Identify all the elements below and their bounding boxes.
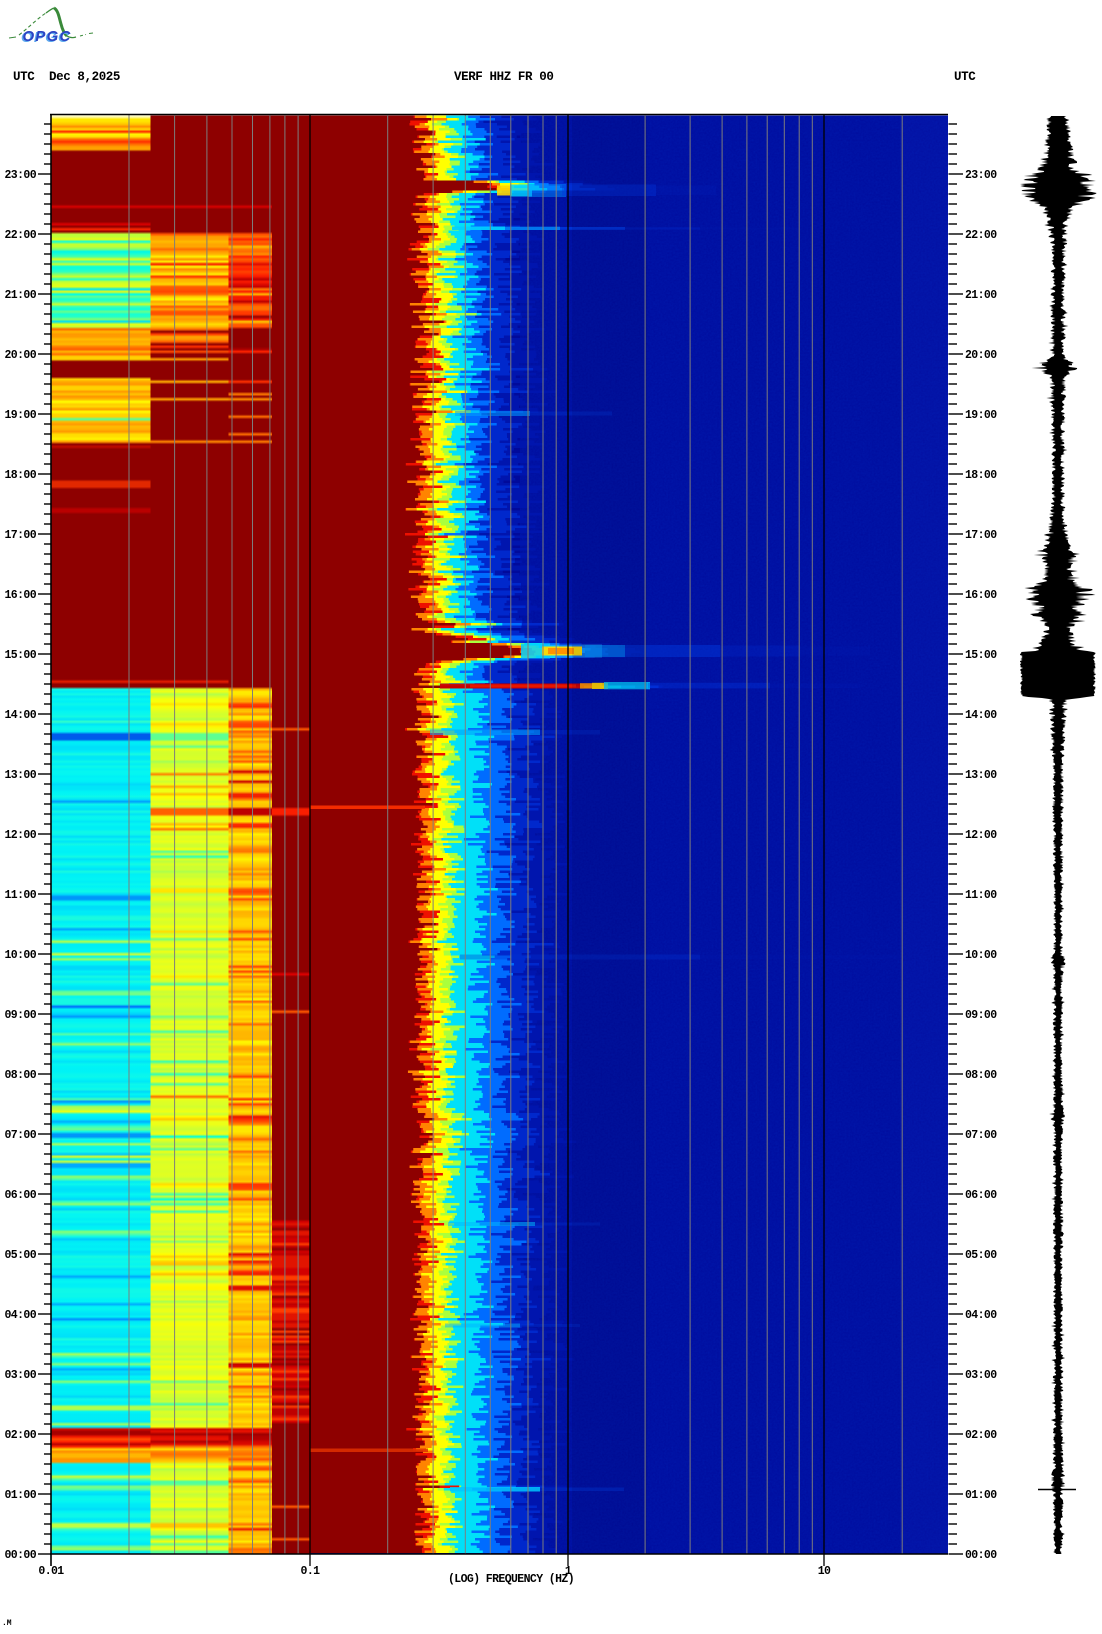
svg-text:04:00: 04:00 xyxy=(965,1309,997,1322)
svg-text:01:00: 01:00 xyxy=(965,1489,997,1502)
svg-text:10:00: 10:00 xyxy=(4,949,36,962)
svg-text:17:00: 17:00 xyxy=(4,529,36,542)
svg-text:00:00: 00:00 xyxy=(4,1549,36,1562)
svg-text:05:00: 05:00 xyxy=(4,1249,36,1262)
svg-text:14:00: 14:00 xyxy=(965,709,997,722)
svg-text:17:00: 17:00 xyxy=(965,529,997,542)
svg-text:19:00: 19:00 xyxy=(4,409,36,422)
svg-text:15:00: 15:00 xyxy=(4,649,36,662)
svg-text:12:00: 12:00 xyxy=(965,829,997,842)
svg-text:19:00: 19:00 xyxy=(965,409,997,422)
svg-text:0.01: 0.01 xyxy=(38,1565,64,1578)
svg-text:18:00: 18:00 xyxy=(965,469,997,482)
svg-text:06:00: 06:00 xyxy=(4,1189,36,1202)
svg-text:Dec 8,2025: Dec 8,2025 xyxy=(49,70,120,84)
svg-text:VERF HHZ FR 00: VERF HHZ FR 00 xyxy=(454,70,553,84)
svg-text:11:00: 11:00 xyxy=(965,889,997,902)
svg-text:10:00: 10:00 xyxy=(965,949,997,962)
svg-text:08:00: 08:00 xyxy=(4,1069,36,1082)
svg-text:OPGC: OPGC xyxy=(21,29,70,46)
svg-text:09:00: 09:00 xyxy=(4,1009,36,1022)
svg-text:22:00: 22:00 xyxy=(965,229,997,242)
svg-text:16:00: 16:00 xyxy=(965,589,997,602)
svg-text:UTC: UTC xyxy=(13,70,35,84)
svg-text:20:00: 20:00 xyxy=(4,349,36,362)
svg-text:08:00: 08:00 xyxy=(965,1069,997,1082)
svg-text:0.1: 0.1 xyxy=(301,1565,321,1578)
svg-text:12:00: 12:00 xyxy=(4,829,36,842)
svg-text:00:00: 00:00 xyxy=(965,1549,997,1562)
svg-text:20:00: 20:00 xyxy=(965,349,997,362)
svg-text:22:00: 22:00 xyxy=(4,229,36,242)
svg-text:OPGC: OPGC xyxy=(23,28,72,45)
svg-text:03:00: 03:00 xyxy=(4,1369,36,1382)
svg-text:06:00: 06:00 xyxy=(965,1189,997,1202)
svg-text:16:00: 16:00 xyxy=(4,589,36,602)
svg-text:11:00: 11:00 xyxy=(4,889,36,902)
svg-text:23:00: 23:00 xyxy=(965,169,997,182)
svg-text:04:00: 04:00 xyxy=(4,1309,36,1322)
svg-text:03:00: 03:00 xyxy=(965,1369,997,1382)
svg-text:02:00: 02:00 xyxy=(4,1429,36,1442)
svg-text:21:00: 21:00 xyxy=(965,289,997,302)
svg-text:21:00: 21:00 xyxy=(4,289,36,302)
svg-text:13:00: 13:00 xyxy=(4,769,36,782)
svg-text:1: 1 xyxy=(565,1565,572,1578)
svg-text:07:00: 07:00 xyxy=(4,1129,36,1142)
svg-text:07:00: 07:00 xyxy=(965,1129,997,1142)
svg-text:(LOG) FREQUENCY (HZ): (LOG) FREQUENCY (HZ) xyxy=(448,1573,574,1586)
svg-text:02:00: 02:00 xyxy=(965,1429,997,1442)
svg-text:18:00: 18:00 xyxy=(4,469,36,482)
svg-text:UTC: UTC xyxy=(954,70,976,84)
svg-text:05:00: 05:00 xyxy=(965,1249,997,1262)
svg-text:14:00: 14:00 xyxy=(4,709,36,722)
svg-text:13:00: 13:00 xyxy=(965,769,997,782)
svg-text:.M: .M xyxy=(2,1619,12,1628)
svg-text:09:00: 09:00 xyxy=(965,1009,997,1022)
svg-text:10: 10 xyxy=(818,1565,831,1578)
svg-text:01:00: 01:00 xyxy=(4,1489,36,1502)
svg-text:15:00: 15:00 xyxy=(965,649,997,662)
svg-text:23:00: 23:00 xyxy=(4,169,36,182)
